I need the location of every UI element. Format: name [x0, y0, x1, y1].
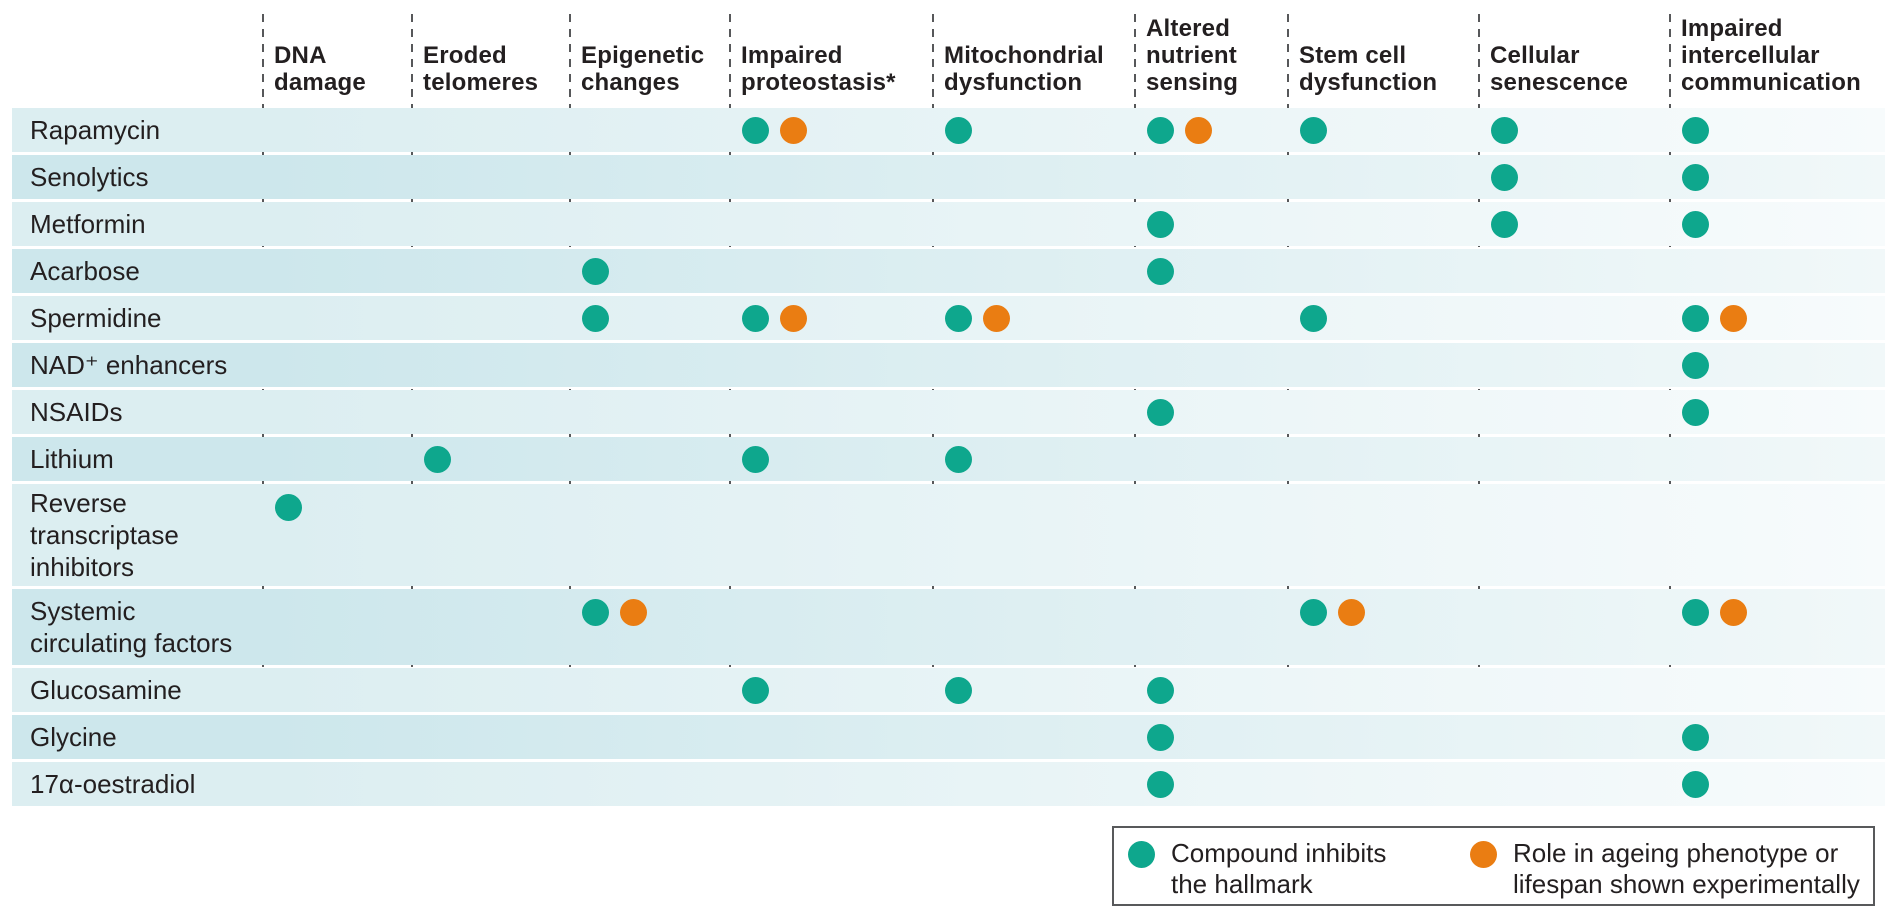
table-row: Metformin	[12, 202, 1885, 246]
dot-compound-inhibits-hallmark	[1682, 163, 1709, 191]
legend-teal-dot-icon	[1128, 841, 1155, 868]
table-row: Acarbose	[12, 249, 1885, 293]
row-label: Metformin	[30, 209, 146, 239]
legend: Compound inhibits the hallmark Role in a…	[1112, 826, 1875, 906]
dot-compound-inhibits-hallmark	[1682, 210, 1709, 238]
dot-compound-inhibits-hallmark	[1491, 210, 1518, 238]
dot-compound-inhibits-hallmark	[945, 304, 972, 332]
dot-compound-inhibits-hallmark	[1300, 304, 1327, 332]
dot-compound-inhibits-hallmark	[1682, 599, 1709, 626]
legend-orange-dot-icon	[1470, 841, 1497, 868]
dot-compound-inhibits-hallmark	[945, 676, 972, 704]
dot-compound-inhibits-hallmark	[1147, 398, 1174, 426]
row-label: Spermidine	[30, 303, 162, 333]
legend-item-inhibits: Compound inhibits the hallmark	[1128, 838, 1386, 900]
column-header: Mitochondrial dysfunction	[944, 42, 1104, 96]
dot-role-shown-experimentally	[780, 304, 807, 332]
dot-compound-inhibits-hallmark	[1682, 723, 1709, 751]
row-label: Senolytics	[30, 162, 149, 192]
dot-role-shown-experimentally	[620, 599, 647, 626]
rows: Rapamycin Senolytics Metformin Acarbose Sper…	[12, 108, 1885, 809]
table-row: NAD⁺ enhancers	[12, 343, 1885, 387]
dot-compound-inhibits-hallmark	[582, 599, 609, 626]
dot-compound-inhibits-hallmark	[742, 116, 769, 144]
legend-item-experimental: Role in ageing phenotype or lifespan sho…	[1470, 838, 1860, 900]
row-label: Acarbose	[30, 256, 140, 286]
dot-role-shown-experimentally	[1720, 599, 1747, 626]
column-header: Impaired proteostasis*	[741, 42, 896, 96]
row-label: NAD⁺ enhancers	[30, 350, 228, 380]
dot-compound-inhibits-hallmark	[1300, 599, 1327, 626]
table-row: Reverse transcriptase inhibitors	[12, 484, 1885, 586]
legend-label-experimental: Role in ageing phenotype or lifespan sho…	[1513, 838, 1860, 899]
table-row: Systemic circulating factors	[12, 589, 1885, 665]
dot-compound-inhibits-hallmark	[1682, 398, 1709, 426]
dot-compound-inhibits-hallmark	[1147, 676, 1174, 704]
dot-role-shown-experimentally	[1720, 304, 1747, 332]
row-label: Glucosamine	[30, 675, 182, 705]
dot-compound-inhibits-hallmark	[582, 304, 609, 332]
dot-compound-inhibits-hallmark	[1147, 770, 1174, 798]
row-label: Rapamycin	[30, 115, 161, 145]
dot-role-shown-experimentally	[983, 304, 1010, 332]
column-header: Altered nutrient sensing	[1146, 15, 1239, 96]
dot-compound-inhibits-hallmark	[1682, 351, 1709, 379]
column-header: DNA damage	[274, 42, 366, 96]
dot-compound-inhibits-hallmark	[1147, 210, 1174, 238]
dot-compound-inhibits-hallmark	[1147, 723, 1174, 751]
column-header: Epigenetic changes	[581, 42, 705, 96]
dot-compound-inhibits-hallmark	[1682, 770, 1709, 798]
dot-role-shown-experimentally	[780, 116, 807, 144]
dot-role-shown-experimentally	[1338, 599, 1365, 626]
dot-compound-inhibits-hallmark	[275, 494, 302, 521]
row-label: NSAIDs	[30, 397, 123, 427]
dot-compound-inhibits-hallmark	[582, 257, 609, 285]
table-row: Lithium	[12, 437, 1885, 481]
dot-compound-inhibits-hallmark	[1147, 116, 1174, 144]
dot-compound-inhibits-hallmark	[945, 116, 972, 144]
dot-compound-inhibits-hallmark	[742, 304, 769, 332]
column-header: Impaired intercellular communication	[1681, 15, 1861, 96]
table-row: Senolytics	[12, 155, 1885, 199]
dot-compound-inhibits-hallmark	[1682, 304, 1709, 332]
table-row: 17α-oestradiol	[12, 762, 1885, 806]
table-row: Spermidine	[12, 296, 1885, 340]
table-row: Glucosamine	[12, 668, 1885, 712]
table-row: Glycine	[12, 715, 1885, 759]
row-label: 17α-oestradiol	[30, 769, 196, 799]
column-header: Eroded telomeres	[423, 42, 539, 96]
column-header: Stem cell dysfunction	[1299, 42, 1438, 96]
column-headers: DNA damage Eroded telomeres Epigenetic cha…	[0, 0, 1893, 104]
row-label: Lithium	[30, 444, 114, 474]
dot-compound-inhibits-hallmark	[742, 445, 769, 473]
dot-compound-inhibits-hallmark	[945, 445, 972, 473]
column-header: Cellular senescence	[1490, 42, 1629, 96]
table-row: Rapamycin	[12, 108, 1885, 152]
row-label: Reverse transcriptase inhibitors	[30, 488, 179, 582]
table-row: NSAIDs	[12, 390, 1885, 434]
dot-compound-inhibits-hallmark	[742, 676, 769, 704]
dot-role-shown-experimentally	[1185, 116, 1212, 144]
dot-compound-inhibits-hallmark	[1147, 257, 1174, 285]
dot-compound-inhibits-hallmark	[1682, 116, 1709, 144]
dot-compound-inhibits-hallmark	[1491, 163, 1518, 191]
dot-compound-inhibits-hallmark	[1300, 116, 1327, 144]
row-label: Systemic circulating factors	[30, 596, 233, 658]
row-label: Glycine	[30, 722, 117, 752]
dot-compound-inhibits-hallmark	[1491, 116, 1518, 144]
legend-label-inhibits: Compound inhibits the hallmark	[1171, 838, 1387, 899]
dot-compound-inhibits-hallmark	[424, 445, 451, 473]
